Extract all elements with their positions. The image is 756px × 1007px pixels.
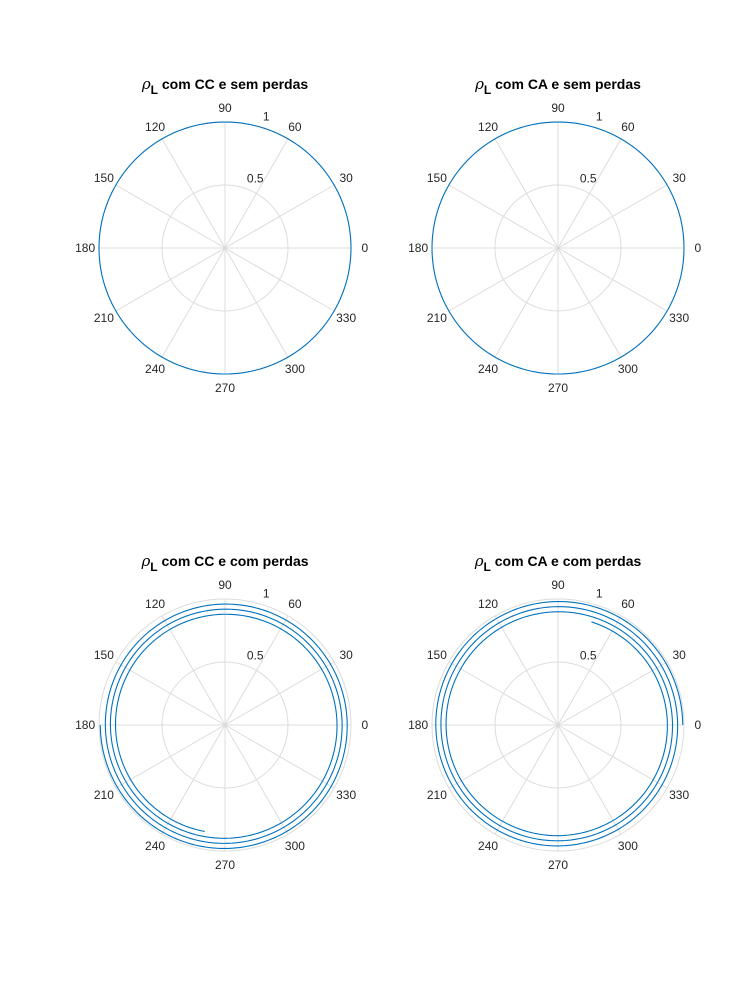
theta-tick-label: 240 — [478, 839, 498, 853]
polar-plot-4: 0 30 60 90 120 150 180 210 240 270 300 330 0.5 1 ρL co… — [408, 552, 701, 872]
r-tick-label: 1 — [263, 109, 270, 123]
r-tick-label: 1 — [596, 109, 603, 123]
r-tick-label: 0.5 — [247, 649, 264, 663]
theta-tick-label: 120 — [478, 120, 498, 134]
chart-title: ρL com CC e sem perdas — [141, 75, 309, 97]
theta-tick-label: 330 — [669, 311, 689, 325]
theta-tick-label: 120 — [145, 597, 165, 611]
theta-tick-label: 60 — [288, 120, 302, 134]
theta-tick-label: 240 — [478, 362, 498, 376]
theta-tick-label: 90 — [218, 101, 232, 115]
theta-tick-label: 270 — [548, 381, 568, 395]
series-line — [98, 121, 352, 375]
theta-tick-label: 180 — [408, 718, 428, 732]
theta-tick-label: 120 — [145, 120, 165, 134]
polar-plot-2: 0 30 60 90 120 150 180 210 240 270 300 330 0.5 1 ρL co… — [408, 75, 701, 395]
theta-tick-label: 300 — [618, 362, 638, 376]
series-line — [435, 600, 684, 847]
r-tick-label: 1 — [596, 586, 603, 600]
r-gridline — [431, 598, 685, 852]
theta-tick-label: 210 — [427, 311, 447, 325]
theta-tick-label: 300 — [285, 839, 305, 853]
series-line — [431, 121, 685, 375]
theta-tick-label: 0 — [362, 241, 369, 255]
r-tick-label: 0.5 — [580, 172, 597, 186]
theta-tick-label: 120 — [478, 597, 498, 611]
theta-tick-label: 30 — [672, 648, 686, 662]
chart-title: ρL com CC e com perdas — [140, 552, 308, 574]
r-gridline — [494, 661, 622, 789]
series-line — [99, 603, 348, 850]
theta-tick-label: 270 — [215, 858, 235, 872]
theta-tick-label: 30 — [672, 171, 686, 185]
theta-tick-label: 30 — [339, 648, 353, 662]
theta-tick-label: 90 — [551, 578, 565, 592]
r-gridline — [161, 184, 289, 312]
theta-tick-label: 300 — [285, 362, 305, 376]
theta-tick-label: 330 — [336, 788, 356, 802]
polar-plot-3: 0 30 60 90 120 150 180 210 240 270 300 330 0.5 1 ρL co… — [75, 552, 368, 872]
r-gridline — [494, 184, 622, 312]
theta-tick-label: 0 — [362, 718, 369, 732]
r-tick-label: 0.5 — [580, 649, 597, 663]
r-gridline — [98, 598, 352, 852]
theta-tick-label: 150 — [94, 648, 114, 662]
theta-tick-label: 150 — [94, 171, 114, 185]
r-gridline — [161, 661, 289, 789]
r-tick-label: 0.5 — [247, 172, 264, 186]
r-tick-label: 1 — [263, 586, 270, 600]
theta-tick-label: 180 — [75, 718, 95, 732]
theta-tick-label: 240 — [145, 362, 165, 376]
theta-tick-label: 180 — [75, 241, 95, 255]
theta-tick-label: 60 — [621, 120, 635, 134]
theta-tick-label: 330 — [336, 311, 356, 325]
chart-title: ρL com CA e sem perdas — [474, 75, 641, 97]
theta-tick-label: 300 — [618, 839, 638, 853]
theta-tick-label: 90 — [551, 101, 565, 115]
theta-tick-label: 210 — [94, 311, 114, 325]
theta-tick-label: 150 — [427, 171, 447, 185]
theta-tick-label: 240 — [145, 839, 165, 853]
theta-tick-label: 210 — [94, 788, 114, 802]
theta-tick-label: 270 — [548, 858, 568, 872]
theta-tick-label: 0 — [695, 241, 702, 255]
theta-tick-label: 30 — [339, 171, 353, 185]
theta-tick-label: 180 — [408, 241, 428, 255]
theta-tick-label: 270 — [215, 381, 235, 395]
chart-title: ρL com CA e com perdas — [474, 552, 642, 574]
theta-tick-label: 210 — [427, 788, 447, 802]
theta-tick-label: 150 — [427, 648, 447, 662]
theta-tick-label: 330 — [669, 788, 689, 802]
theta-tick-label: 60 — [288, 597, 302, 611]
theta-tick-label: 60 — [621, 597, 635, 611]
theta-tick-label: 90 — [218, 578, 232, 592]
polar-plot-1: 0 30 60 90 120 150 180 210 240 270 300 330 0.5 1 ρL co… — [75, 75, 368, 395]
theta-tick-label: 0 — [695, 718, 702, 732]
